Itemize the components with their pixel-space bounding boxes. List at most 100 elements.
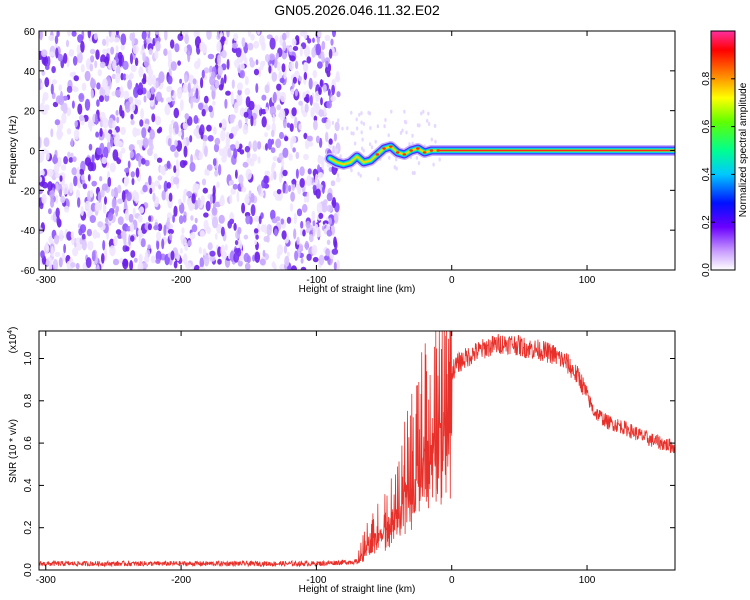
heatmap-cell (115, 229, 122, 235)
heatmap-cell (293, 212, 297, 225)
heatmap-cell (255, 234, 259, 240)
heatmap-cell (219, 197, 225, 207)
heatmap-cell (132, 207, 136, 216)
heatmap-cell (39, 188, 43, 195)
heatmap-cell (270, 147, 276, 154)
heatmap-cell (306, 253, 312, 261)
heatmap-cell (246, 151, 251, 160)
heatmap-cell (146, 36, 152, 46)
heatmap-cell (328, 48, 333, 59)
heatmap-cell (308, 234, 314, 243)
heatmap-cell (312, 219, 316, 227)
heatmap-cell (321, 40, 326, 51)
heatmap-cell (80, 40, 85, 53)
heatmap-cell (210, 85, 215, 91)
heatmap-cell (339, 154, 342, 159)
heatmap-cell (125, 246, 130, 252)
heatmap-cell (337, 173, 340, 178)
heatmap-cell (217, 258, 222, 265)
heatmap-cell (73, 75, 80, 82)
heatmap-cell (61, 252, 66, 262)
heatmap-cell (48, 208, 52, 215)
y-tick-label: 40 (24, 67, 36, 78)
heatmap-cell (52, 259, 59, 270)
heatmap-cell (427, 111, 430, 116)
heatmap-cell (66, 231, 73, 241)
heatmap-cell (238, 143, 243, 150)
heatmap-cell (259, 258, 266, 266)
heatmap-cell (166, 217, 170, 228)
heatmap-cell (236, 94, 240, 101)
heatmap-cell (303, 62, 308, 72)
heatmap-cell (370, 145, 374, 150)
heatmap-cell (388, 155, 391, 160)
heatmap-cell (110, 46, 115, 55)
heatmap-cell (170, 39, 175, 49)
heatmap-cell (177, 33, 184, 41)
heatmap-cell (112, 149, 119, 162)
heatmap-cell (257, 66, 262, 78)
snr-panel: -300 -200 -100 0 100 0.0 0.2 0.4 0.6 0.8 1.0 Heig… (7, 327, 676, 595)
spectrogram-x-axis: -300 -200 -100 0 100 (36, 31, 596, 286)
colorbar-tick-label: 0.4 (701, 167, 712, 181)
heatmap-cell (89, 215, 97, 223)
heatmap-cell (401, 128, 404, 133)
heatmap-cell (106, 47, 111, 54)
heatmap-cell (73, 175, 78, 187)
heatmap-cell (231, 79, 235, 89)
heatmap-cell (336, 91, 341, 98)
heatmap-cell (87, 174, 91, 182)
heatmap-cell (403, 119, 407, 124)
heatmap-cell (395, 157, 398, 162)
signal-peak-mark (429, 149, 434, 152)
heatmap-cell (299, 178, 305, 188)
y-tick-label: 0.8 (23, 393, 34, 407)
heatmap-cell (279, 108, 286, 121)
signal-peak-mark (436, 149, 440, 152)
heatmap-cell (282, 169, 288, 177)
heatmap-cell (73, 128, 80, 140)
heatmap-cell (79, 237, 83, 245)
heatmap-cell (118, 150, 123, 160)
heatmap-cell (50, 128, 54, 138)
heatmap-cell (135, 128, 141, 136)
heatmap-cell (158, 184, 162, 190)
heatmap-cell (220, 129, 226, 142)
heatmap-cell (97, 191, 102, 203)
heatmap-cell (288, 46, 293, 52)
heatmap-cell (115, 31, 119, 36)
heatmap-cell (438, 157, 441, 162)
heatmap-cell (336, 259, 340, 270)
heatmap-cell (333, 236, 337, 248)
heatmap-cell (281, 63, 286, 73)
y-tick-label: 0.0 (23, 563, 34, 577)
heatmap-cell (178, 215, 184, 225)
heatmap-cell (237, 88, 242, 96)
heatmap-cell (239, 149, 245, 155)
heatmap-cell (376, 124, 380, 129)
heatmap-cell (295, 151, 300, 160)
heatmap-cell (149, 187, 153, 195)
heatmap-cell (94, 113, 98, 126)
y-tick-label: -20 (21, 186, 36, 197)
heatmap-cell (312, 256, 319, 263)
heatmap-cell (187, 240, 192, 247)
heatmap-cell (311, 244, 318, 256)
heatmap-cell (59, 175, 63, 182)
heatmap-cell (267, 138, 273, 150)
heatmap-cell (138, 82, 144, 93)
heatmap-cell (40, 250, 45, 259)
signal-peak-mark (382, 147, 386, 150)
heatmap-cell (133, 86, 139, 99)
heatmap-cell (217, 65, 223, 76)
heatmap-cell (306, 175, 312, 187)
heatmap-cell (212, 185, 216, 197)
heatmap-cell (288, 153, 293, 161)
heatmap-cell (253, 215, 260, 222)
heatmap-cell (232, 42, 238, 49)
heatmap-cell (422, 109, 425, 114)
heatmap-cell (156, 239, 160, 250)
heatmap-cell (253, 228, 259, 234)
heatmap-cell (341, 126, 344, 131)
heatmap-cell (193, 84, 197, 93)
